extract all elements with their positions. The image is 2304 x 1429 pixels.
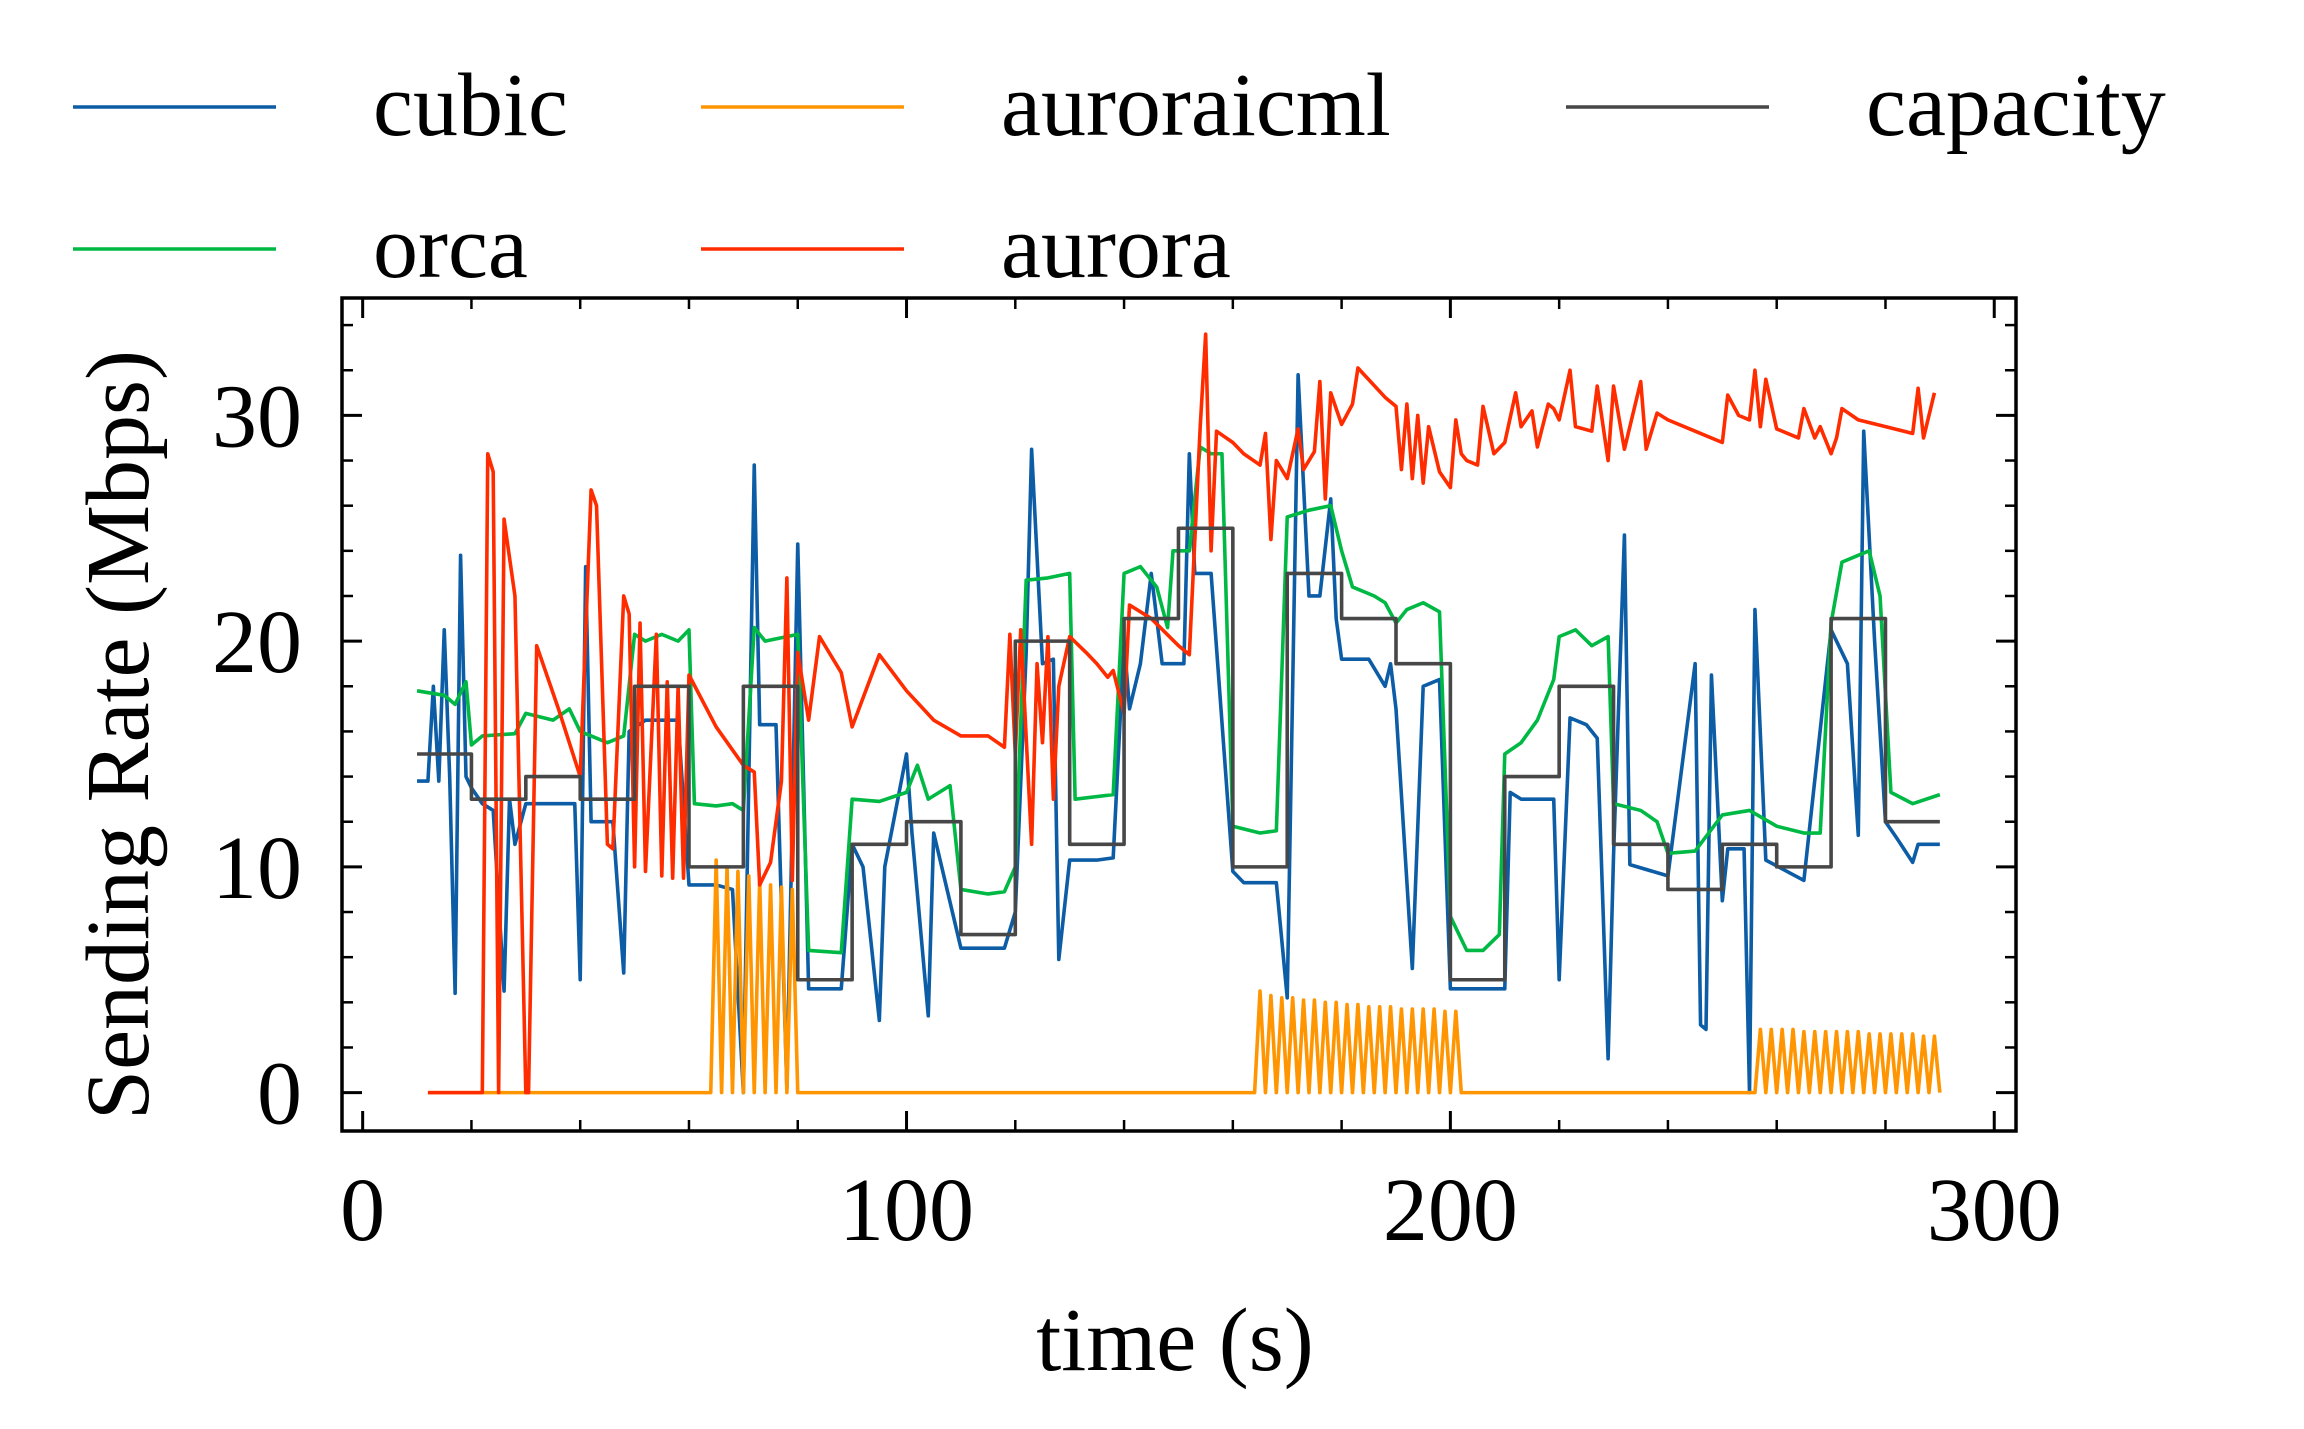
x-tick-label: 200 xyxy=(1383,1161,1518,1260)
series-line xyxy=(417,526,1940,982)
series-line xyxy=(427,332,1937,1095)
legend-label: aurora xyxy=(1001,198,1231,297)
y-axis-label: Sending Rate (Mbps) xyxy=(69,350,168,1120)
x-tick-label: 0 xyxy=(340,1161,385,1260)
legend-label: auroraicml xyxy=(1001,56,1391,155)
legend-label: cubic xyxy=(373,56,568,155)
y-tick-label: 0 xyxy=(257,1045,302,1144)
series-line xyxy=(427,858,1942,1095)
plot-area xyxy=(416,332,1942,1095)
x-axis-label: time (s) xyxy=(1036,1291,1313,1390)
y-tick-label: 10 xyxy=(212,819,302,918)
y-tick-label: 30 xyxy=(212,367,302,466)
x-tick-label: 300 xyxy=(1927,1161,2062,1260)
x-tick-label: 100 xyxy=(839,1161,974,1260)
legend-label: capacity xyxy=(1866,56,2166,155)
series-line xyxy=(416,445,1941,955)
axes-frame xyxy=(340,296,2018,1133)
y-tick-label: 20 xyxy=(212,593,302,692)
legend-label: orca xyxy=(373,198,528,297)
series-line xyxy=(417,372,1940,1095)
